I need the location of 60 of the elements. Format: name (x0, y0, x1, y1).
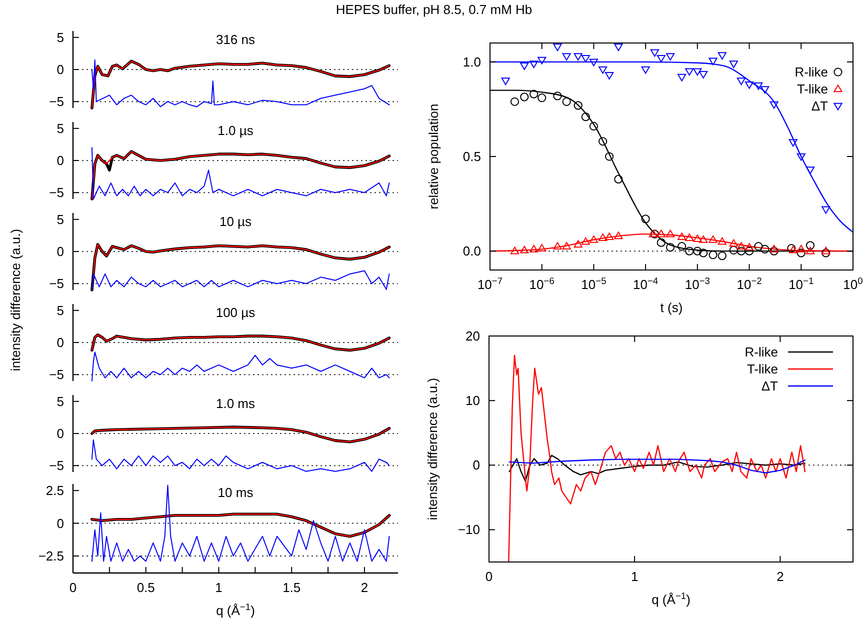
chart-title: 100 µs (216, 305, 256, 320)
x-tick-label: 10$^{−6}$ (529, 276, 554, 292)
y-tick-label: −10 (458, 522, 480, 538)
y-axis-title: relative population (426, 104, 441, 210)
chart-title: 1.0 µs (218, 123, 254, 138)
y-tick-label: 0.5 (462, 149, 481, 164)
x-tick-label: 10$^{−7}$ (477, 276, 503, 292)
x-axis-title: q (Å$^{−1}$) (216, 602, 255, 618)
y-axis-title: intensity difference (a.u.) (425, 378, 440, 520)
y-tick-label: 2.5 (46, 483, 64, 498)
chart-title: 10 µs (219, 214, 252, 229)
y-tick-label: 1.0 (462, 54, 481, 70)
x-tick-label: 10$^{−3}$ (684, 276, 710, 292)
chart-title: 10 ms (218, 485, 254, 500)
y-tick-label: 5 (56, 30, 64, 45)
x-axis-title: t (s) (660, 300, 683, 315)
x-tick-label: 1 (215, 580, 222, 595)
x-tick-label: 10$^{−1}$ (788, 276, 814, 292)
y-tick-label: −5 (49, 458, 64, 474)
x-tick-label: 10$^{−4}$ (633, 276, 658, 292)
y-tick-label: 5 (56, 120, 64, 136)
y-tick-label: 0 (56, 426, 64, 441)
y-tick-label: −2.5 (38, 548, 64, 564)
legend-label: ΔT (761, 378, 778, 394)
y-tick-label: 0 (56, 62, 64, 77)
chart-title: 316 ns (216, 32, 256, 47)
y-tick-label: −5 (49, 94, 64, 110)
legend-label: ΔT (811, 98, 828, 114)
y-tick-label: 0 (472, 458, 480, 473)
y-tick-label: 0 (56, 153, 64, 168)
x-tick-label: 10$^{−2}$ (736, 276, 762, 292)
y-tick-label: −5 (49, 185, 64, 200)
chart-title: 1.0 ms (216, 396, 256, 411)
x-tick-label: 0 (485, 569, 493, 584)
y-tick-label: 0 (56, 244, 64, 259)
x-tick-label: 2 (360, 580, 368, 595)
y-tick-label: 5 (56, 302, 64, 318)
y-tick-label: 0.0 (462, 244, 481, 259)
y-tick-label: 5 (56, 212, 64, 227)
y-tick-label: 5 (56, 394, 64, 409)
x-tick-label: 0.5 (136, 580, 155, 595)
x-tick-label: 0 (69, 580, 77, 595)
y-axis-title: intensity difference (a.u.) (8, 228, 23, 372)
x-tick-label: 1.5 (282, 580, 301, 595)
x-tick-label: 10$^{−5}$ (581, 276, 606, 292)
legend-label: T-like (796, 82, 828, 96)
y-tick-label: 0 (56, 335, 64, 350)
y-tick-label: 20 (466, 328, 480, 344)
x-axis-title: q (Å$^{−1}$) (652, 591, 690, 607)
x-tick-label: 10$^{0}$ (843, 276, 863, 292)
x-tick-label: 1 (630, 569, 638, 584)
y-tick-label: −5 (49, 367, 64, 382)
legend-label: R-like (744, 344, 778, 360)
y-tick-label: 0 (56, 516, 64, 531)
y-tick-label: −5 (49, 276, 64, 292)
legend-label: T-like (746, 362, 778, 376)
text: HEPES buffer, pH 8.5, 0.7 mM Hb (336, 2, 532, 17)
legend-label: R-like (794, 64, 828, 80)
x-tick-label: 2 (776, 569, 784, 584)
y-tick-label: 10 (466, 393, 480, 408)
